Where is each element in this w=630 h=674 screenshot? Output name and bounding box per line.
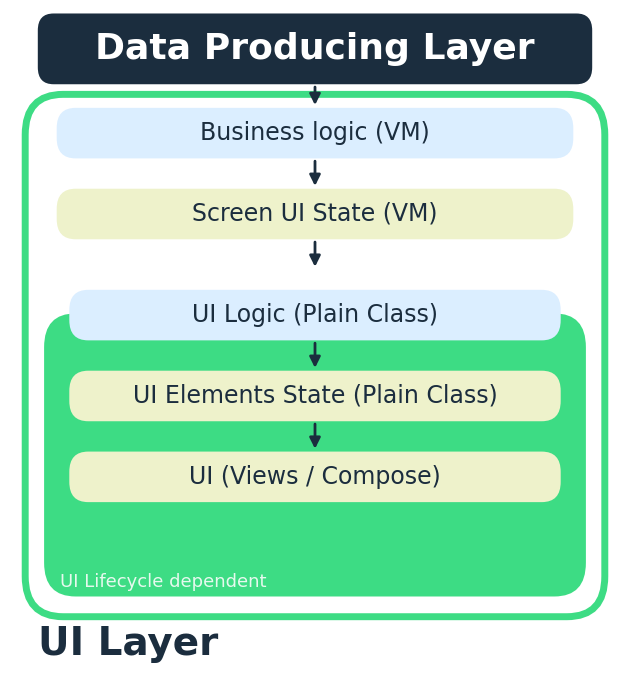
Text: Business logic (VM): Business logic (VM): [200, 121, 430, 145]
Text: UI (Views / Compose): UI (Views / Compose): [189, 465, 441, 489]
Text: UI Lifecycle dependent: UI Lifecycle dependent: [60, 573, 266, 590]
Text: Data Producing Layer: Data Producing Layer: [95, 32, 535, 66]
Text: Screen UI State (VM): Screen UI State (VM): [192, 202, 438, 226]
FancyBboxPatch shape: [44, 313, 586, 596]
FancyBboxPatch shape: [38, 13, 592, 84]
FancyBboxPatch shape: [57, 108, 573, 158]
Text: UI Layer: UI Layer: [38, 625, 218, 663]
FancyBboxPatch shape: [57, 189, 573, 239]
FancyBboxPatch shape: [69, 290, 561, 340]
Text: UI Logic (Plain Class): UI Logic (Plain Class): [192, 303, 438, 327]
Text: UI Elements State (Plain Class): UI Elements State (Plain Class): [133, 384, 497, 408]
FancyBboxPatch shape: [69, 452, 561, 502]
FancyBboxPatch shape: [69, 371, 561, 421]
FancyBboxPatch shape: [25, 94, 605, 617]
